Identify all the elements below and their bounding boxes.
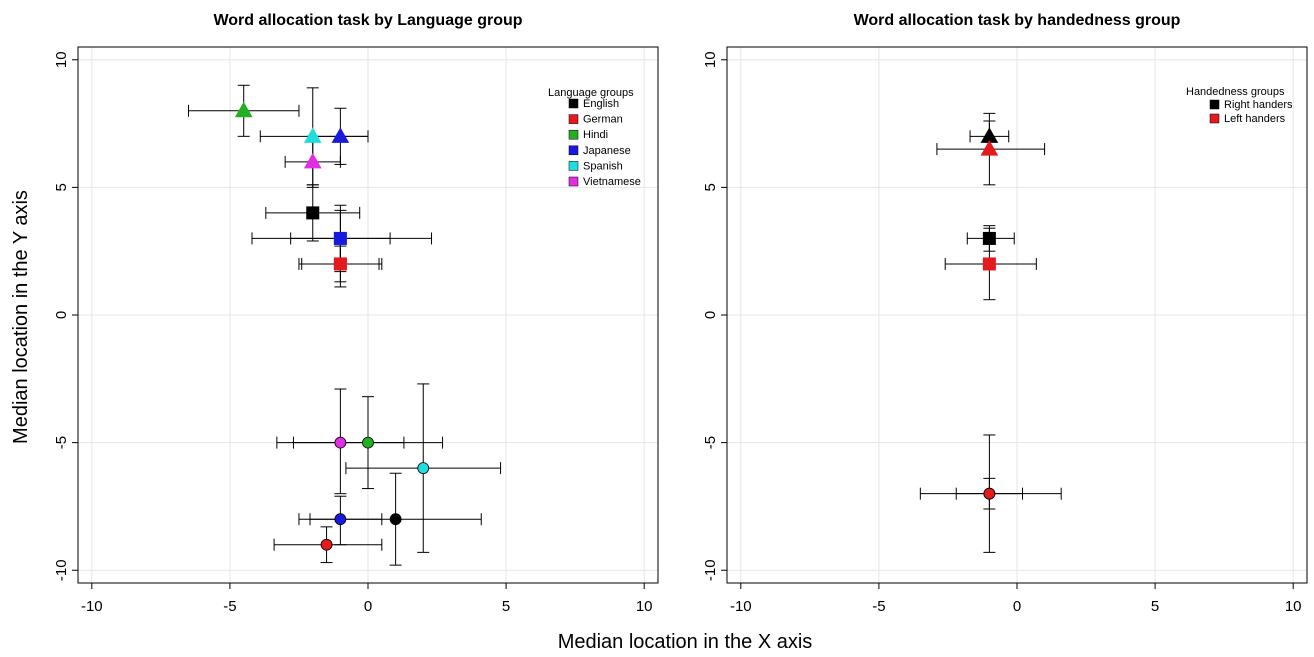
legend-swatch <box>568 161 579 171</box>
point-triangle-hindi <box>234 101 253 118</box>
legend-label: English <box>583 98 619 110</box>
x-axis-label: Median location in the X axis <box>558 631 813 653</box>
point-triangle-spanish <box>303 127 322 143</box>
x-tick-label: 10 <box>636 598 653 615</box>
legend-label: German <box>583 114 623 126</box>
chart-title: Word allocation task by Language group <box>213 12 522 29</box>
y-tick-label: 10 <box>53 51 70 68</box>
x-tick-label: 10 <box>1285 598 1302 615</box>
point-square-german <box>333 257 347 271</box>
point-square-left-handers <box>982 257 996 271</box>
y-tick-label: 5 <box>702 183 719 191</box>
x-tick-label: -5 <box>872 598 885 615</box>
legend-label: Japanese <box>583 145 631 157</box>
legend-swatch <box>568 176 579 187</box>
legend-label: Spanish <box>583 160 623 172</box>
point-square-english <box>306 206 320 220</box>
point-triangle-vietnamese <box>303 152 322 169</box>
point-triangle-left-handers <box>980 140 999 156</box>
legend-label: Right handers <box>1224 99 1293 111</box>
language-panel: Word allocation task by Language group -1… <box>53 12 659 615</box>
y-tick-label: -10 <box>702 559 719 581</box>
y-tick-label: -5 <box>53 436 70 449</box>
x-tick-label: -10 <box>81 598 103 615</box>
point-circle-vietnamese <box>334 436 347 449</box>
y-tick-label: -10 <box>53 559 70 581</box>
legend-label: Vietnamese <box>583 176 641 188</box>
point-circle-left-handers <box>983 487 996 500</box>
legend-swatch <box>568 145 579 156</box>
y-tick-label: 0 <box>702 311 719 319</box>
point-circle-english <box>389 513 402 526</box>
y-axis-label: Median location in the Y axis <box>10 190 32 444</box>
chart-title: Word allocation task by handedness group <box>854 12 1181 29</box>
legend-swatch <box>568 98 579 109</box>
point-circle-hindi <box>362 436 374 449</box>
legend-swatch <box>568 129 579 140</box>
point-circle-german <box>320 538 333 551</box>
legend-swatch <box>1209 99 1220 110</box>
x-tick-label: 0 <box>364 598 372 615</box>
point-circle-japanese <box>334 513 347 526</box>
legend-swatch <box>568 114 579 124</box>
point-triangle-japanese <box>331 127 350 143</box>
legend-label: Left handers <box>1224 113 1286 125</box>
point-circle-spanish <box>417 462 430 475</box>
x-tick-label: -5 <box>223 598 236 615</box>
point-square-right-handers <box>982 231 996 245</box>
legend-label: Hindi <box>583 129 608 141</box>
x-tick-label: 5 <box>502 598 510 615</box>
y-tick-label: 5 <box>53 183 70 191</box>
x-tick-label: 0 <box>1013 598 1021 615</box>
y-tick-label: 10 <box>702 51 719 68</box>
x-tick-label: 5 <box>1151 598 1159 615</box>
legend-swatch <box>1209 113 1220 124</box>
x-tick-label: -10 <box>730 598 752 615</box>
legend-title: Handedness groups <box>1186 86 1285 98</box>
point-square-japanese <box>333 231 347 245</box>
legend-title: Language groups <box>548 87 634 99</box>
y-tick-label: -5 <box>702 436 719 449</box>
y-tick-label: 0 <box>53 311 70 319</box>
handedness-panel: Word allocation task by handedness group… <box>702 12 1308 615</box>
